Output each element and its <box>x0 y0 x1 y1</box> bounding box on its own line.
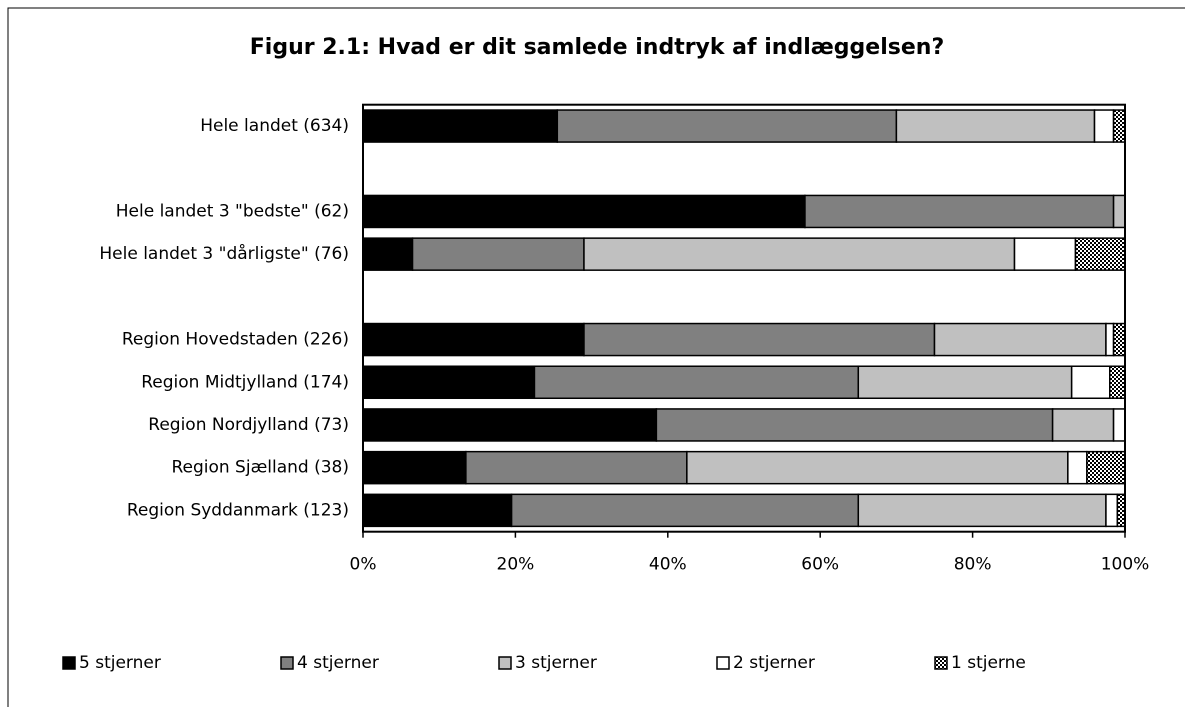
bar-segment <box>857 493 1107 528</box>
x-tick-label: 80% <box>954 555 992 575</box>
bar-segment <box>1067 450 1088 485</box>
bar-segment <box>686 450 1069 485</box>
legend-label: 1 stjerne <box>951 653 1026 673</box>
bar-segment <box>1112 109 1126 143</box>
frame <box>7 7 1185 707</box>
bar-segment <box>933 322 1107 357</box>
bar-segment <box>1070 365 1111 400</box>
bar-segment <box>533 365 860 400</box>
legend-swatch <box>498 656 512 670</box>
x-tick-label: 40% <box>649 555 687 575</box>
legend-label: 4 stjerner <box>297 653 379 673</box>
bar-segment <box>556 109 898 143</box>
bar-segment <box>895 109 1096 143</box>
x-tick-label: 20% <box>497 555 535 575</box>
bar-segment <box>1109 365 1126 400</box>
legend-swatch <box>716 656 730 670</box>
y-tick-label: Region Nordjylland (73) <box>148 415 349 435</box>
bar-segment <box>1074 237 1126 271</box>
bar-segment <box>1051 408 1115 442</box>
bar-segment <box>583 322 936 357</box>
bar-segment <box>411 237 585 271</box>
bar-segment <box>510 493 860 528</box>
bar-segment <box>362 493 513 528</box>
bar-segment <box>362 194 806 229</box>
bar-segment <box>1105 493 1119 528</box>
y-tick-label: Hele landet (634) <box>200 116 349 136</box>
y-tick-label: Region Syddanmark (123) <box>127 500 349 520</box>
y-tick-label: Region Sjælland (38) <box>171 458 349 478</box>
bar-segment <box>465 450 688 485</box>
bar-segment <box>362 109 559 143</box>
legend-swatch <box>62 656 76 670</box>
legend-label: 3 stjerner <box>515 653 597 673</box>
bar-segment <box>1112 194 1126 229</box>
chart-title: Figur 2.1: Hvad er dit samlede indtryk a… <box>250 35 944 60</box>
bar-segment <box>1112 408 1126 442</box>
y-tick-label: Hele landet 3 "dårligste" (76) <box>99 243 349 264</box>
legend-label: 5 stjerner <box>79 653 161 673</box>
x-tick-label: 60% <box>801 555 839 575</box>
y-tick-label: Region Midtjylland (174) <box>141 372 349 392</box>
bar-segment <box>362 237 414 271</box>
bar-segment <box>1086 450 1126 485</box>
bar-segment <box>362 450 467 485</box>
legend-label: 2 stjerner <box>733 653 815 673</box>
x-tick-label: 100% <box>1101 555 1150 575</box>
bar-segment <box>1093 109 1115 143</box>
bar-segment <box>804 194 1115 229</box>
bar-segment <box>583 237 1016 271</box>
bar-segment <box>655 408 1054 442</box>
bar-segment <box>1116 493 1126 528</box>
bar-segment <box>362 322 585 357</box>
bar-segment <box>1112 322 1126 357</box>
bar-segment <box>362 408 658 442</box>
bar-segment <box>1013 237 1077 271</box>
legend-swatch <box>934 656 948 670</box>
plot-frame <box>362 103 1126 533</box>
y-tick-label: Hele landet 3 "bedste" (62) <box>116 201 349 221</box>
bar-segment <box>362 365 536 400</box>
x-tick-label: 0% <box>350 555 377 575</box>
legend-swatch <box>280 656 294 670</box>
y-tick-label: Region Hovedstaden (226) <box>122 330 349 350</box>
bar-segment <box>857 365 1073 400</box>
bar-segment <box>1105 322 1115 357</box>
